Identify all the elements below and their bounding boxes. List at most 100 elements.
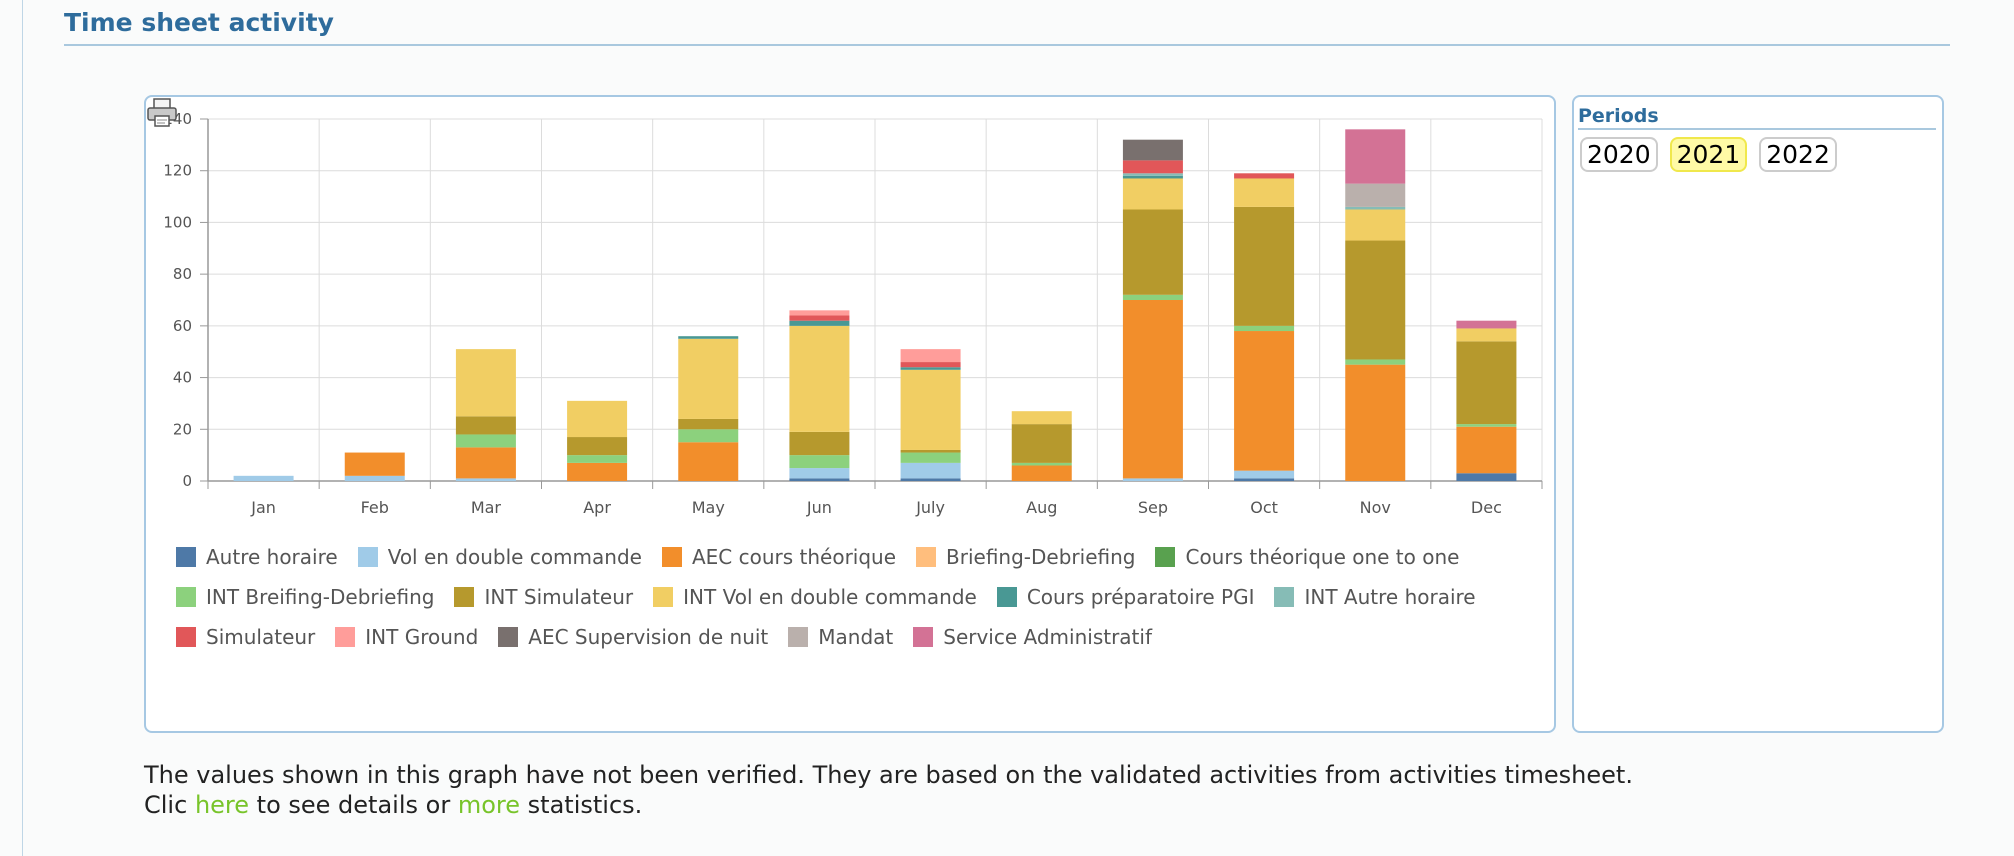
- legend-item[interactable]: AEC cours théorique: [661, 545, 896, 569]
- bar-segment: Vol en double commande — Jun: 4: [789, 468, 850, 479]
- bar-segment: INT Vol en double commande — May: 31: [678, 338, 739, 419]
- y-tick-label: 100: [163, 213, 192, 231]
- periods-panel: Periods 2020 2021 2022: [1572, 95, 1944, 733]
- bar-segment: Autre horaire — Dec: 3: [1456, 473, 1517, 481]
- bar-segment: Cours préparatoire PGI — Sep: 1: [1122, 175, 1183, 179]
- bar-segment: Vol en double commande — Feb: 2: [344, 475, 405, 481]
- bar-segment: AEC cours théorique — Oct: 54: [1234, 331, 1295, 471]
- legend-swatch: [996, 587, 1017, 607]
- y-tick-label: 80: [173, 265, 192, 283]
- y-tick-label: 0: [182, 472, 192, 490]
- bar-segment: INT Simulateur — Mar: 7: [455, 416, 516, 435]
- periods-title: Periods: [1578, 105, 1659, 127]
- bar-segment: INT Breifing-Debriefing — Dec: 1: [1456, 424, 1517, 427]
- legend-item[interactable]: INT Breifing-Debriefing: [176, 585, 434, 609]
- legend-label: Service Administratif: [943, 625, 1152, 649]
- legend-label: Mandat: [818, 625, 894, 649]
- bar-segment: Vol en double commande — Jan: 2: [233, 475, 294, 481]
- legend-item[interactable]: INT Vol en double commande: [653, 585, 977, 609]
- bar-segment: Autre horaire — Jun: 1: [789, 478, 850, 481]
- y-tick-label: 40: [173, 369, 192, 387]
- legend-row: Autre horaire Vol en double commande AEC c…: [176, 537, 1516, 577]
- legend-item[interactable]: Simulateur: [176, 625, 315, 649]
- note-clic: Clic: [144, 791, 188, 819]
- x-tick-label: Feb: [361, 498, 389, 517]
- legend-swatch: [454, 587, 475, 607]
- bar-segment: AEC cours théorique — Dec: 18: [1456, 426, 1517, 474]
- bar-segment: INT Breifing-Debriefing — Apr: 3: [567, 455, 628, 463]
- bar-segment: INT Breifing-Debriefing — Oct: 2: [1234, 325, 1295, 332]
- legend-swatch: [653, 587, 674, 607]
- bar-segment: INT Autre horaire — Nov: 1: [1345, 206, 1406, 210]
- legend-item[interactable]: Mandat: [788, 625, 893, 649]
- legend-item[interactable]: Cours théorique one to one: [1155, 545, 1459, 569]
- bar-segment: INT Ground — Jun: 2: [789, 310, 850, 316]
- legend-swatch: [335, 627, 356, 647]
- x-tick-label: Sep: [1138, 498, 1168, 517]
- legend-swatch: [1155, 547, 1176, 567]
- legend-label: INT Simulateur: [484, 585, 634, 609]
- legend-item[interactable]: Vol en double commande: [357, 545, 642, 569]
- printer-icon[interactable]: [146, 97, 180, 127]
- bar-segment: INT Breifing-Debriefing — Jun: 5: [789, 455, 850, 469]
- bar-segment: Simulateur — Oct: 2: [1234, 173, 1295, 179]
- legend-item[interactable]: AEC Supervision de nuit: [498, 625, 768, 649]
- legend-item[interactable]: Briefing-Debriefing: [916, 545, 1135, 569]
- bar-segment: AEC cours théorique — Apr: 7: [567, 462, 628, 481]
- legend-item[interactable]: Service Administratif: [913, 625, 1152, 649]
- period-button-2022[interactable]: 2022: [1759, 137, 1837, 172]
- legend-swatch: [788, 627, 809, 647]
- chart-legend: Autre horaire Vol en double commande AEC c…: [176, 537, 1516, 657]
- legend-swatch: [176, 587, 196, 607]
- legend-item[interactable]: INT Ground: [335, 625, 478, 649]
- bar-segment: AEC cours théorique — Feb: 9: [344, 452, 405, 476]
- x-tick-label: July: [915, 498, 945, 517]
- bar-segment: Simulateur — Jun: 2: [789, 315, 850, 321]
- legend-label: Cours préparatoire PGI: [1026, 585, 1255, 609]
- legend-swatch: [176, 547, 196, 567]
- y-tick-label: 60: [173, 317, 192, 335]
- bar-segment: Vol en double commande — Oct: 3: [1234, 470, 1295, 479]
- x-tick-label: Aug: [1026, 498, 1057, 517]
- bar-segment: INT Vol en double commande — Nov: 12: [1345, 209, 1406, 241]
- bar-segment: INT Simulateur — Dec: 32: [1456, 341, 1517, 425]
- period-buttons: 2020 2021 2022: [1580, 137, 1837, 172]
- note-middle: to see details or: [256, 791, 451, 819]
- bar-segment: AEC cours théorique — Nov: 45: [1345, 364, 1406, 481]
- legend-item[interactable]: INT Simulateur: [454, 585, 633, 609]
- legend-row: Simulateur INT Ground AEC Supervision de n…: [176, 617, 1516, 657]
- here-link[interactable]: here: [194, 791, 250, 819]
- y-tick-label: 20: [173, 420, 192, 438]
- left-border: [22, 0, 23, 856]
- legend-swatch: [916, 547, 937, 567]
- x-tick-label: Oct: [1250, 498, 1278, 517]
- legend-swatch: [913, 627, 934, 647]
- title-divider: [64, 44, 1950, 46]
- bar-segment: INT Vol en double commande — Aug: 5: [1011, 411, 1072, 425]
- legend-label: Cours théorique one to one: [1185, 545, 1460, 569]
- bar-segment: Service Administratif — Nov: 21: [1345, 129, 1406, 184]
- x-tick-label: Jan: [250, 498, 276, 517]
- bar-segment: AEC Supervision de nuit — Sep: 8: [1122, 139, 1183, 161]
- legend-swatch: [1274, 587, 1295, 607]
- legend-label: Briefing-Debriefing: [946, 545, 1136, 569]
- bar-segment: Autre horaire — July: 1: [900, 478, 961, 481]
- note-line-2: Clic here to see details or more statist…: [144, 790, 1633, 820]
- bar-segment: INT Ground — July: 5: [900, 349, 961, 363]
- bar-segment: INT Vol en double commande — July: 31: [900, 369, 961, 450]
- bar-segment: Mandat — Nov: 9: [1345, 183, 1406, 207]
- period-button-2021[interactable]: 2021: [1669, 137, 1748, 172]
- legend-item[interactable]: INT Autre horaire: [1274, 585, 1476, 609]
- more-link[interactable]: more: [457, 791, 521, 819]
- bar-segment: AEC cours théorique — Mar: 12: [455, 447, 516, 479]
- period-button-2020[interactable]: 2020: [1580, 137, 1658, 172]
- bar-segment: AEC cours théorique — Aug: 6: [1011, 465, 1072, 481]
- bar-segment: INT Simulateur — Oct: 46: [1234, 206, 1295, 326]
- bar-segment: Vol en double commande — Mar: 1: [455, 478, 516, 481]
- note-line-1: The values shown in this graph have not …: [144, 761, 1633, 789]
- legend-item[interactable]: Autre horaire: [176, 545, 338, 569]
- legend-label: Vol en double commande: [387, 545, 642, 569]
- bar-segment: INT Simulateur — May: 4: [678, 418, 739, 430]
- legend-item[interactable]: Cours préparatoire PGI: [996, 585, 1255, 609]
- bar-segment: INT Breifing-Debriefing — Nov: 2: [1345, 359, 1406, 365]
